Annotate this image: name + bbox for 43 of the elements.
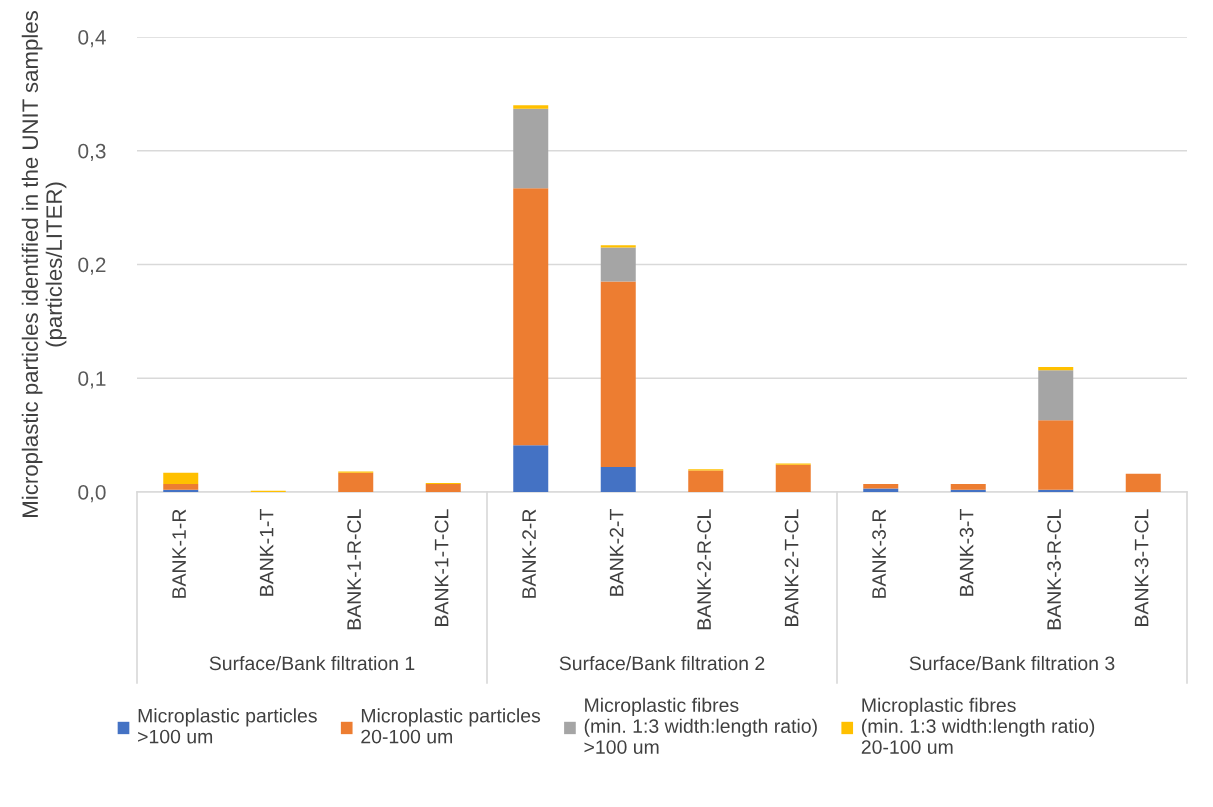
bar: [600, 466, 636, 492]
y-axis-title: Microplastic particles identified in the UNIT samples (particles/LITER): [21, 11, 67, 517]
y-tick-label: 0,4: [78, 30, 106, 48]
legend-label: Microplastic particles >100 um: [138, 708, 317, 744]
y-tick-label: 0,3: [78, 143, 106, 161]
bar: [163, 484, 199, 490]
bar: [600, 247, 636, 282]
text: Surface/Bank filtration 1: [209, 655, 415, 671]
bar: [513, 188, 549, 446]
bar: [513, 445, 549, 492]
x-tick-label: BANK-1-T-CL: [434, 509, 449, 626]
x-tick-label: BANK-1-R-CL: [347, 509, 361, 630]
bar: [338, 472, 374, 492]
x-tick-label: BANK-1-R: [172, 509, 186, 598]
bar: [1125, 473, 1161, 492]
bar: [1038, 420, 1074, 490]
bar: [688, 470, 724, 492]
x-tick-label: BANK-2-T: [609, 509, 624, 596]
bar: [425, 484, 461, 492]
legend-label: Microplastic particles 20-100 um: [361, 708, 541, 744]
legend-label: Microplastic fibres (min. 1:3 width:length ratio) 20-100 um: [861, 697, 1095, 754]
x-tick-label: BANK-3-R: [872, 509, 886, 598]
bar: [600, 281, 636, 467]
x-tick-label: BANK-1-T: [259, 509, 274, 596]
bar: [775, 464, 811, 492]
legend-label: Microplastic fibres (min. 1:3 width:length ratio) >100 um: [584, 697, 817, 754]
x-tick-label: BANK-3-T: [959, 509, 974, 596]
x-tick-label: BANK-3-R-CL: [1047, 509, 1061, 630]
bar: [863, 484, 899, 489]
bar: [950, 484, 986, 490]
y-tick-label: 0,0: [78, 485, 106, 503]
x-tick-label: BANK-3-T-CL: [1134, 509, 1149, 626]
y-tick-label: 0,2: [78, 257, 106, 275]
bar: [163, 472, 199, 485]
x-tick-label: BANK-2-R-CL: [697, 509, 711, 630]
bar: [1038, 370, 1074, 421]
bar: [513, 108, 549, 189]
text: Surface/Bank filtration 3: [909, 655, 1115, 671]
text: Surface/Bank filtration 2: [559, 655, 765, 671]
x-tick-label: BANK-2-T-CL: [784, 509, 799, 626]
y-tick-label: 0,1: [78, 371, 106, 389]
bar: [513, 105, 549, 109]
x-tick-label: BANK-2-R: [522, 509, 536, 598]
